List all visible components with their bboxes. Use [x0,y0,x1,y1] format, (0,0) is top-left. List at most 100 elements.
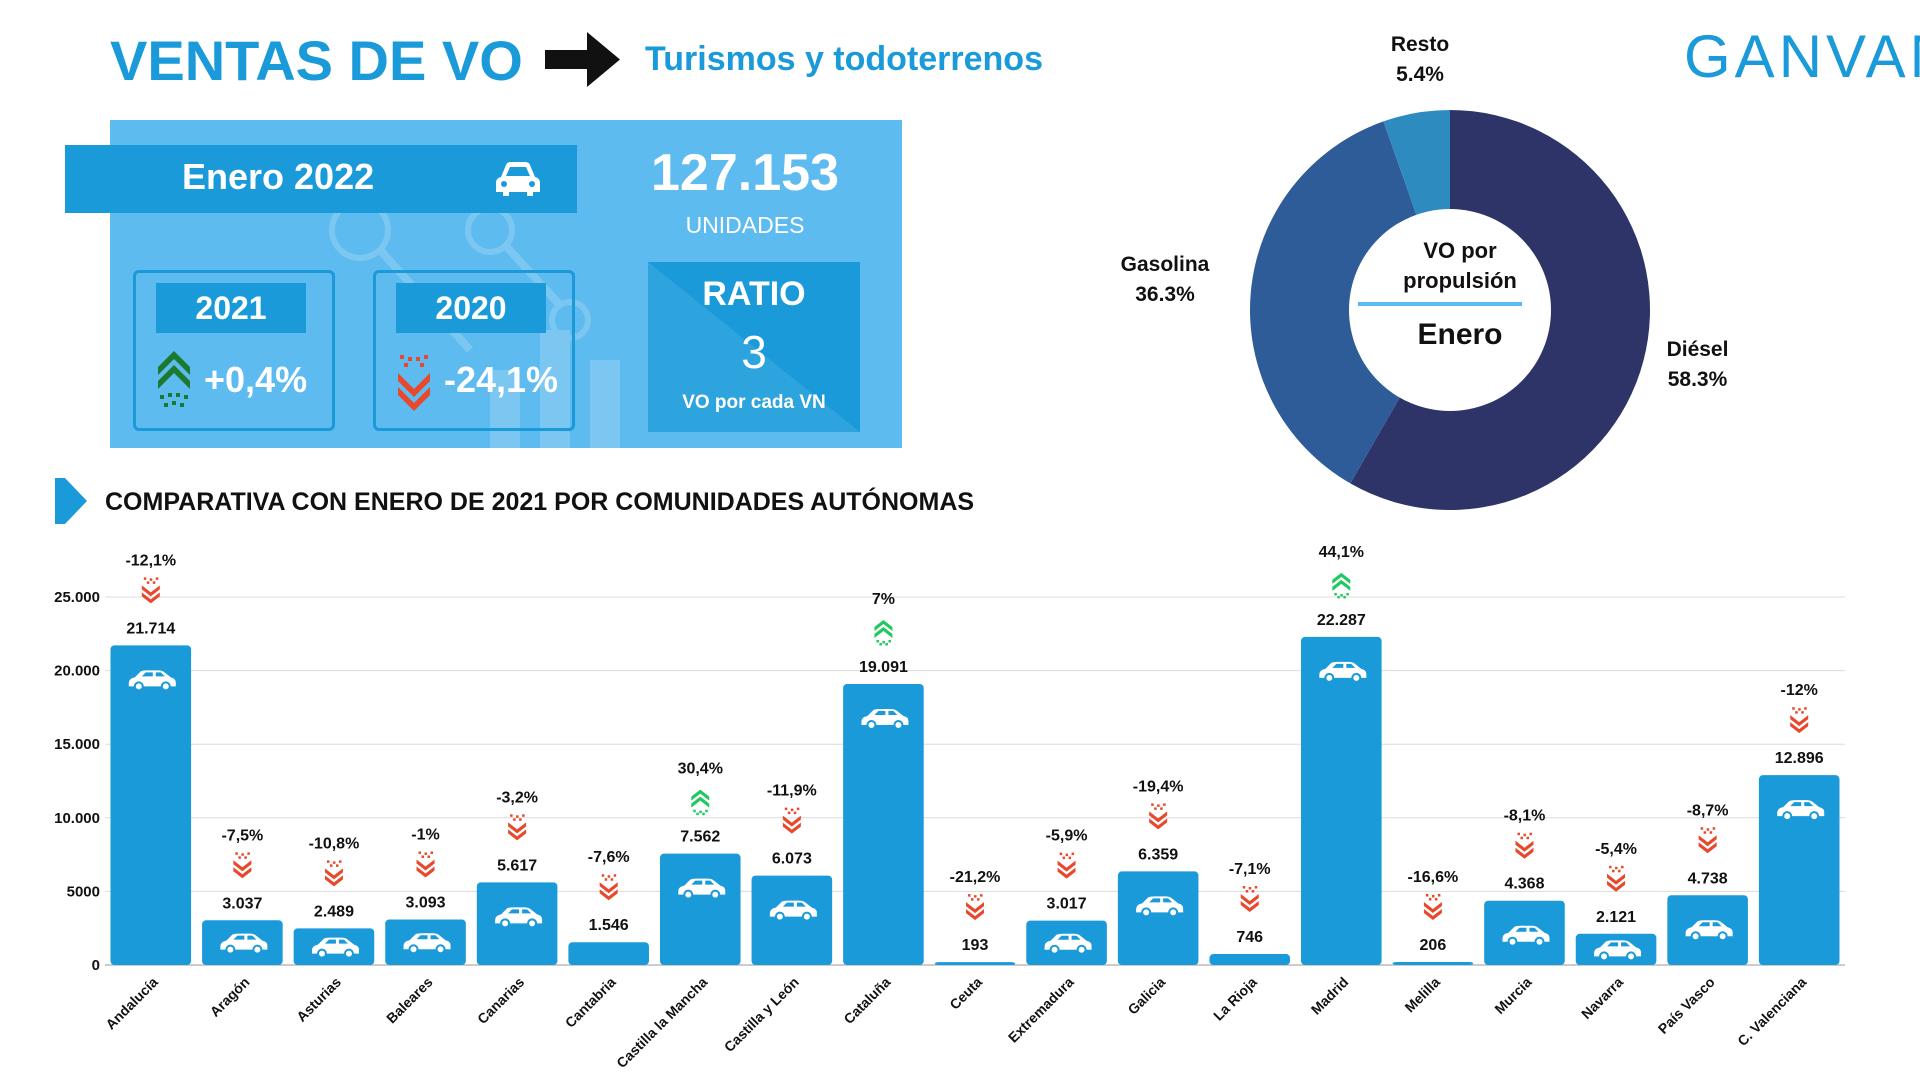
trend-down-icon [1240,886,1259,913]
bar-change-label: -19,4% [1133,778,1184,795]
ratio-subtitle: VO por cada VN [682,392,826,413]
bar-castilla-y-le-n [751,875,833,965]
trend-down-icon [141,577,160,604]
bar-value-label: 1.546 [589,917,629,934]
bar-ceuta [934,962,1016,965]
bar-group: 3.093 -1% Baleares [383,826,466,1026]
x-tick-label: Extremadura [1005,974,1077,1046]
x-tick-label: Baleares [383,974,436,1027]
bar-group: 6.359 -19,4% Galicia [1117,778,1199,1018]
comparison-change: -24,1% [444,359,559,400]
comparison-year: 2020 [396,283,546,333]
bar-la-rioja [1209,954,1291,965]
ratio-label: RATIO [702,275,806,313]
bar-group: 5.617 -3,2% Canarias [474,789,558,1027]
bar-value-label: 2.489 [314,903,354,920]
trend-down-icon [966,894,984,921]
brand-logo: GANVAM [1684,23,1920,90]
car-icon [1502,925,1550,947]
bar-change-label: -21,2% [950,869,1001,886]
bar-group: 1.546 -7,6% Cantabria [562,849,649,1031]
car-icon [496,162,540,196]
car-icon [1319,661,1367,683]
bar-change-label: -7,6% [588,849,630,866]
ratio-value: 3 [741,326,767,378]
x-tick-label: Cataluña [840,974,893,1027]
trend-down-icon [1423,893,1442,920]
comparison-year: 2021 [156,283,306,333]
car-icon [1044,933,1092,955]
bar-canarias [476,882,558,965]
x-tick-label: País Vasco [1655,974,1718,1037]
x-tick-label: La Rioja [1210,974,1260,1024]
page-title: VENTAS DE VO [110,29,523,92]
bar-value-label: 206 [1420,937,1447,954]
bar-change-label: -12,1% [125,552,176,569]
y-tick-label: 15.000 [54,736,100,753]
double-chevron-down-icon [398,355,430,411]
bar-change-label: -10,8% [309,835,360,852]
car-icon [128,670,176,692]
bar-value-label: 193 [962,937,989,954]
bar-group: 4.738 -8,7% País Vasco [1655,802,1748,1037]
donut-label-resto: Resto 5.4% [1370,30,1470,90]
regions-bar-chart: 0 5000 10.000 15.000 20.000 25.000 21.714 -12,… [54,544,1845,1071]
segment-value: 5.4% [1396,63,1444,86]
car-icon [1136,896,1184,918]
trend-down-icon [416,851,435,878]
x-tick-label: Cantabria [562,974,619,1031]
car-icon [1777,800,1825,822]
bar-change-label: -1% [411,826,439,843]
bar-group: 193 -21,2% Ceuta [934,869,1016,1013]
bar-value-label: 6.073 [772,851,812,868]
donut-center-month: Enero [1417,318,1503,351]
car-icon [769,900,817,922]
bar-group: 3.037 -7,5% Aragón [202,827,283,1020]
y-tick-label: 10.000 [54,810,100,827]
bar-change-label: -3,2% [496,789,538,806]
x-tick-label: Galicia [1124,974,1168,1018]
bar-value-label: 746 [1236,929,1263,946]
bar-change-label: 7% [872,591,895,608]
bar-value-label: 2.121 [1596,909,1636,926]
car-icon [495,907,543,929]
bar-group: 21.714 -12,1% Andalucía [102,552,192,1032]
bar-group: 12.896 -12% C. Valenciana [1734,682,1840,1049]
bar-group: 2.121 -5,4% Navarra [1575,841,1657,1022]
bar-value-label: 22.287 [1317,612,1366,629]
trend-down-icon [1057,852,1076,879]
donut-center-title: VO por propulsión [1360,236,1560,296]
bar-melilla [1392,961,1474,965]
bar-value-label: 5.617 [497,857,537,874]
x-tick-label: Murcia [1491,974,1534,1017]
bar-value-label: 3.017 [1047,896,1087,913]
bar-catalu-a [843,683,924,965]
bar-value-label: 19.091 [859,659,908,676]
donut-center-title-line2: propulsión [1403,268,1517,293]
arrow-right-icon [545,32,620,87]
bar-cantabria [568,942,649,965]
period-bar [65,145,577,213]
trend-up-icon [874,619,893,646]
car-icon [311,937,359,959]
segment-name: Gasolina [1120,253,1210,276]
x-tick-label: Ceuta [946,974,985,1013]
trend-down-icon [1515,832,1534,859]
bar-value-label: 3.093 [406,894,446,911]
donut-center-title-line1: VO por [1423,238,1497,263]
y-tick-label: 5000 [67,883,100,900]
car-icon [1594,940,1642,962]
bar-value-label: 4.368 [1504,876,1544,893]
bar-group: 19.091 7% Cataluña [840,591,924,1027]
bar-change-label: 30,4% [678,761,723,778]
y-tick-label: 25.000 [54,589,100,606]
trend-down-icon [233,852,252,879]
x-tick-label: Castilla la Mancha [613,974,710,1071]
bar-value-label: 12.896 [1775,750,1824,767]
double-chevron-up-icon [158,351,190,407]
x-tick-label: Madrid [1308,974,1352,1018]
bar-change-label: -11,9% [767,783,817,800]
bar-change-label: -12% [1781,682,1818,699]
segment-name: Diésel [1666,338,1729,361]
y-tick-label: 0 [92,957,100,974]
